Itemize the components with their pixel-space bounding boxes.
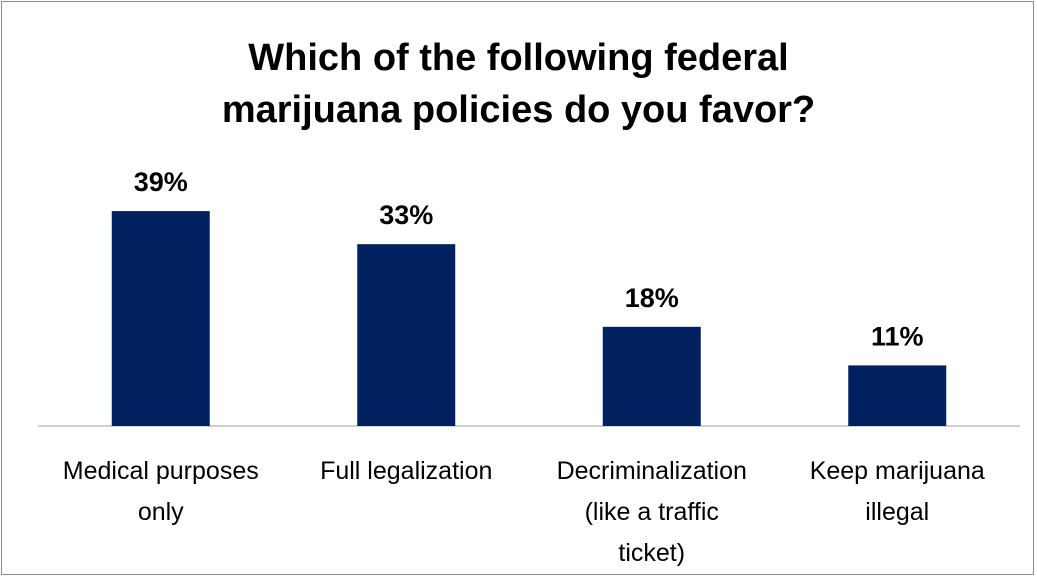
- category-label-0-line-0: Medical purposes: [63, 457, 259, 485]
- category-label-3-line-1: illegal: [865, 498, 929, 526]
- category-label-3-line-0: Keep marijuana: [810, 457, 985, 485]
- category-label-2-line-1: (like a traffic: [585, 498, 719, 526]
- data-label-2: 18%: [625, 283, 679, 313]
- category-label-1-line-0: Full legalization: [320, 457, 492, 485]
- bar-1: [357, 244, 456, 426]
- data-label-3: 11%: [871, 321, 924, 351]
- category-label-0-line-1: only: [138, 498, 184, 526]
- data-label-0: 39%: [134, 167, 188, 197]
- data-label-1: 33%: [379, 200, 433, 230]
- bar-0: [111, 211, 210, 426]
- chart-title-line-2: marijuana policies do you favor?: [221, 89, 816, 131]
- bar-3: [848, 365, 947, 426]
- category-label-2-line-2: ticket): [618, 539, 685, 567]
- chart-title-line-1: Which of the following federal: [248, 37, 789, 79]
- chart-title: Which of the following federal marijuana…: [2, 32, 1035, 136]
- category-label-2-line-0: Decriminalization: [557, 457, 747, 485]
- bar-2: [602, 326, 701, 426]
